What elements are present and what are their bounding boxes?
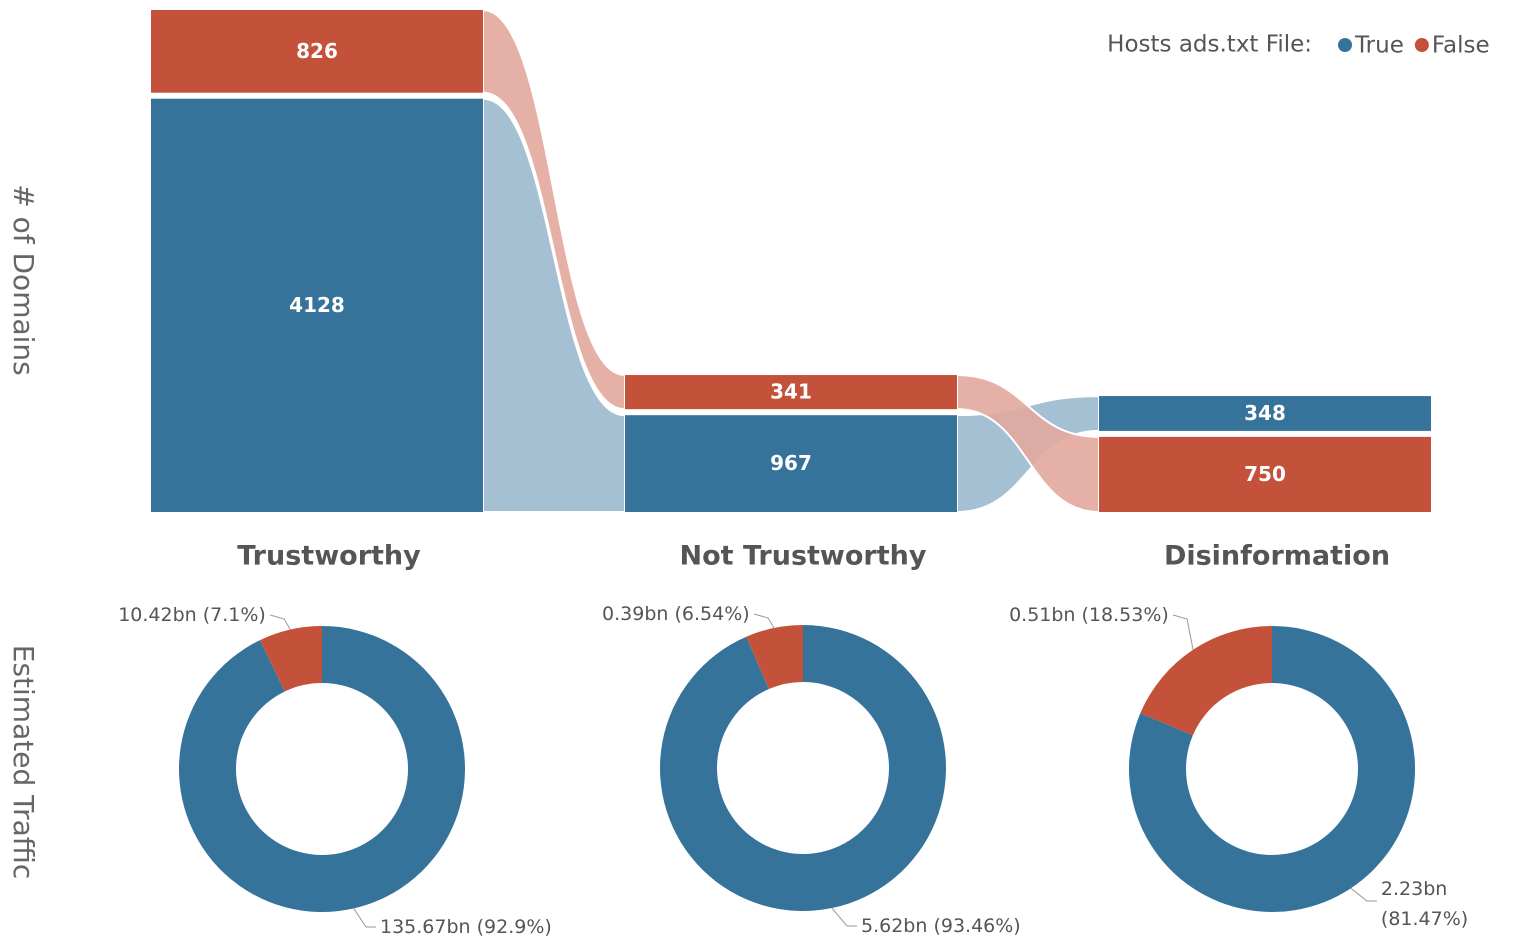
donut-slice — [260, 626, 322, 692]
value-label: 5.62bn (93.46%) — [861, 915, 1021, 937]
leader-line — [1172, 614, 1194, 650]
data-label: 750 — [1244, 462, 1286, 486]
value-label: 10.42bn (7.1%) — [118, 604, 266, 626]
leader-line — [1350, 887, 1377, 902]
category-label: Trustworthy — [237, 541, 421, 572]
category-label: Disinformation — [1164, 541, 1390, 572]
bar-segment — [1099, 396, 1431, 431]
leader-line — [270, 614, 291, 630]
legend-marker — [1414, 38, 1429, 52]
bar-segment — [625, 415, 957, 512]
bar-segment — [1099, 436, 1431, 512]
data-label: 348 — [1244, 401, 1286, 425]
donut-slice — [179, 626, 465, 913]
donut-slice — [746, 625, 803, 690]
legend-label: True — [1354, 33, 1404, 59]
y-axis-label: # of Domains — [7, 184, 40, 376]
leader-line — [353, 908, 376, 928]
leader-line — [831, 907, 857, 927]
data-label: 341 — [770, 380, 812, 404]
data-label: 967 — [770, 451, 812, 475]
legend-title: Hosts ads.txt File: — [1107, 32, 1312, 58]
leader-line — [753, 613, 775, 629]
bar-segment — [151, 10, 483, 93]
category-label: Not Trustworthy — [680, 541, 927, 572]
legend-label: False — [1432, 33, 1490, 59]
donut-slice — [1129, 626, 1416, 912]
data-label: 4128 — [289, 293, 345, 317]
bar-segment — [625, 375, 957, 410]
value-label: 0.39bn (6.54%) — [602, 603, 750, 625]
legend-marker — [1338, 38, 1352, 52]
ribbon — [956, 374, 1100, 514]
donut-slice — [1140, 626, 1272, 736]
value-label: 0.51bn (18.53%) — [1009, 604, 1169, 626]
value-label: 135.67bn (92.9%) — [380, 916, 552, 938]
value-label: 2.23bn (81.47%) — [1380, 878, 1469, 930]
donut-slice — [660, 625, 947, 911]
bar-segment — [151, 98, 483, 512]
data-label: 826 — [296, 39, 338, 63]
y-axis-label: Estimated Traffic — [7, 645, 40, 879]
ribbon — [482, 97, 626, 514]
